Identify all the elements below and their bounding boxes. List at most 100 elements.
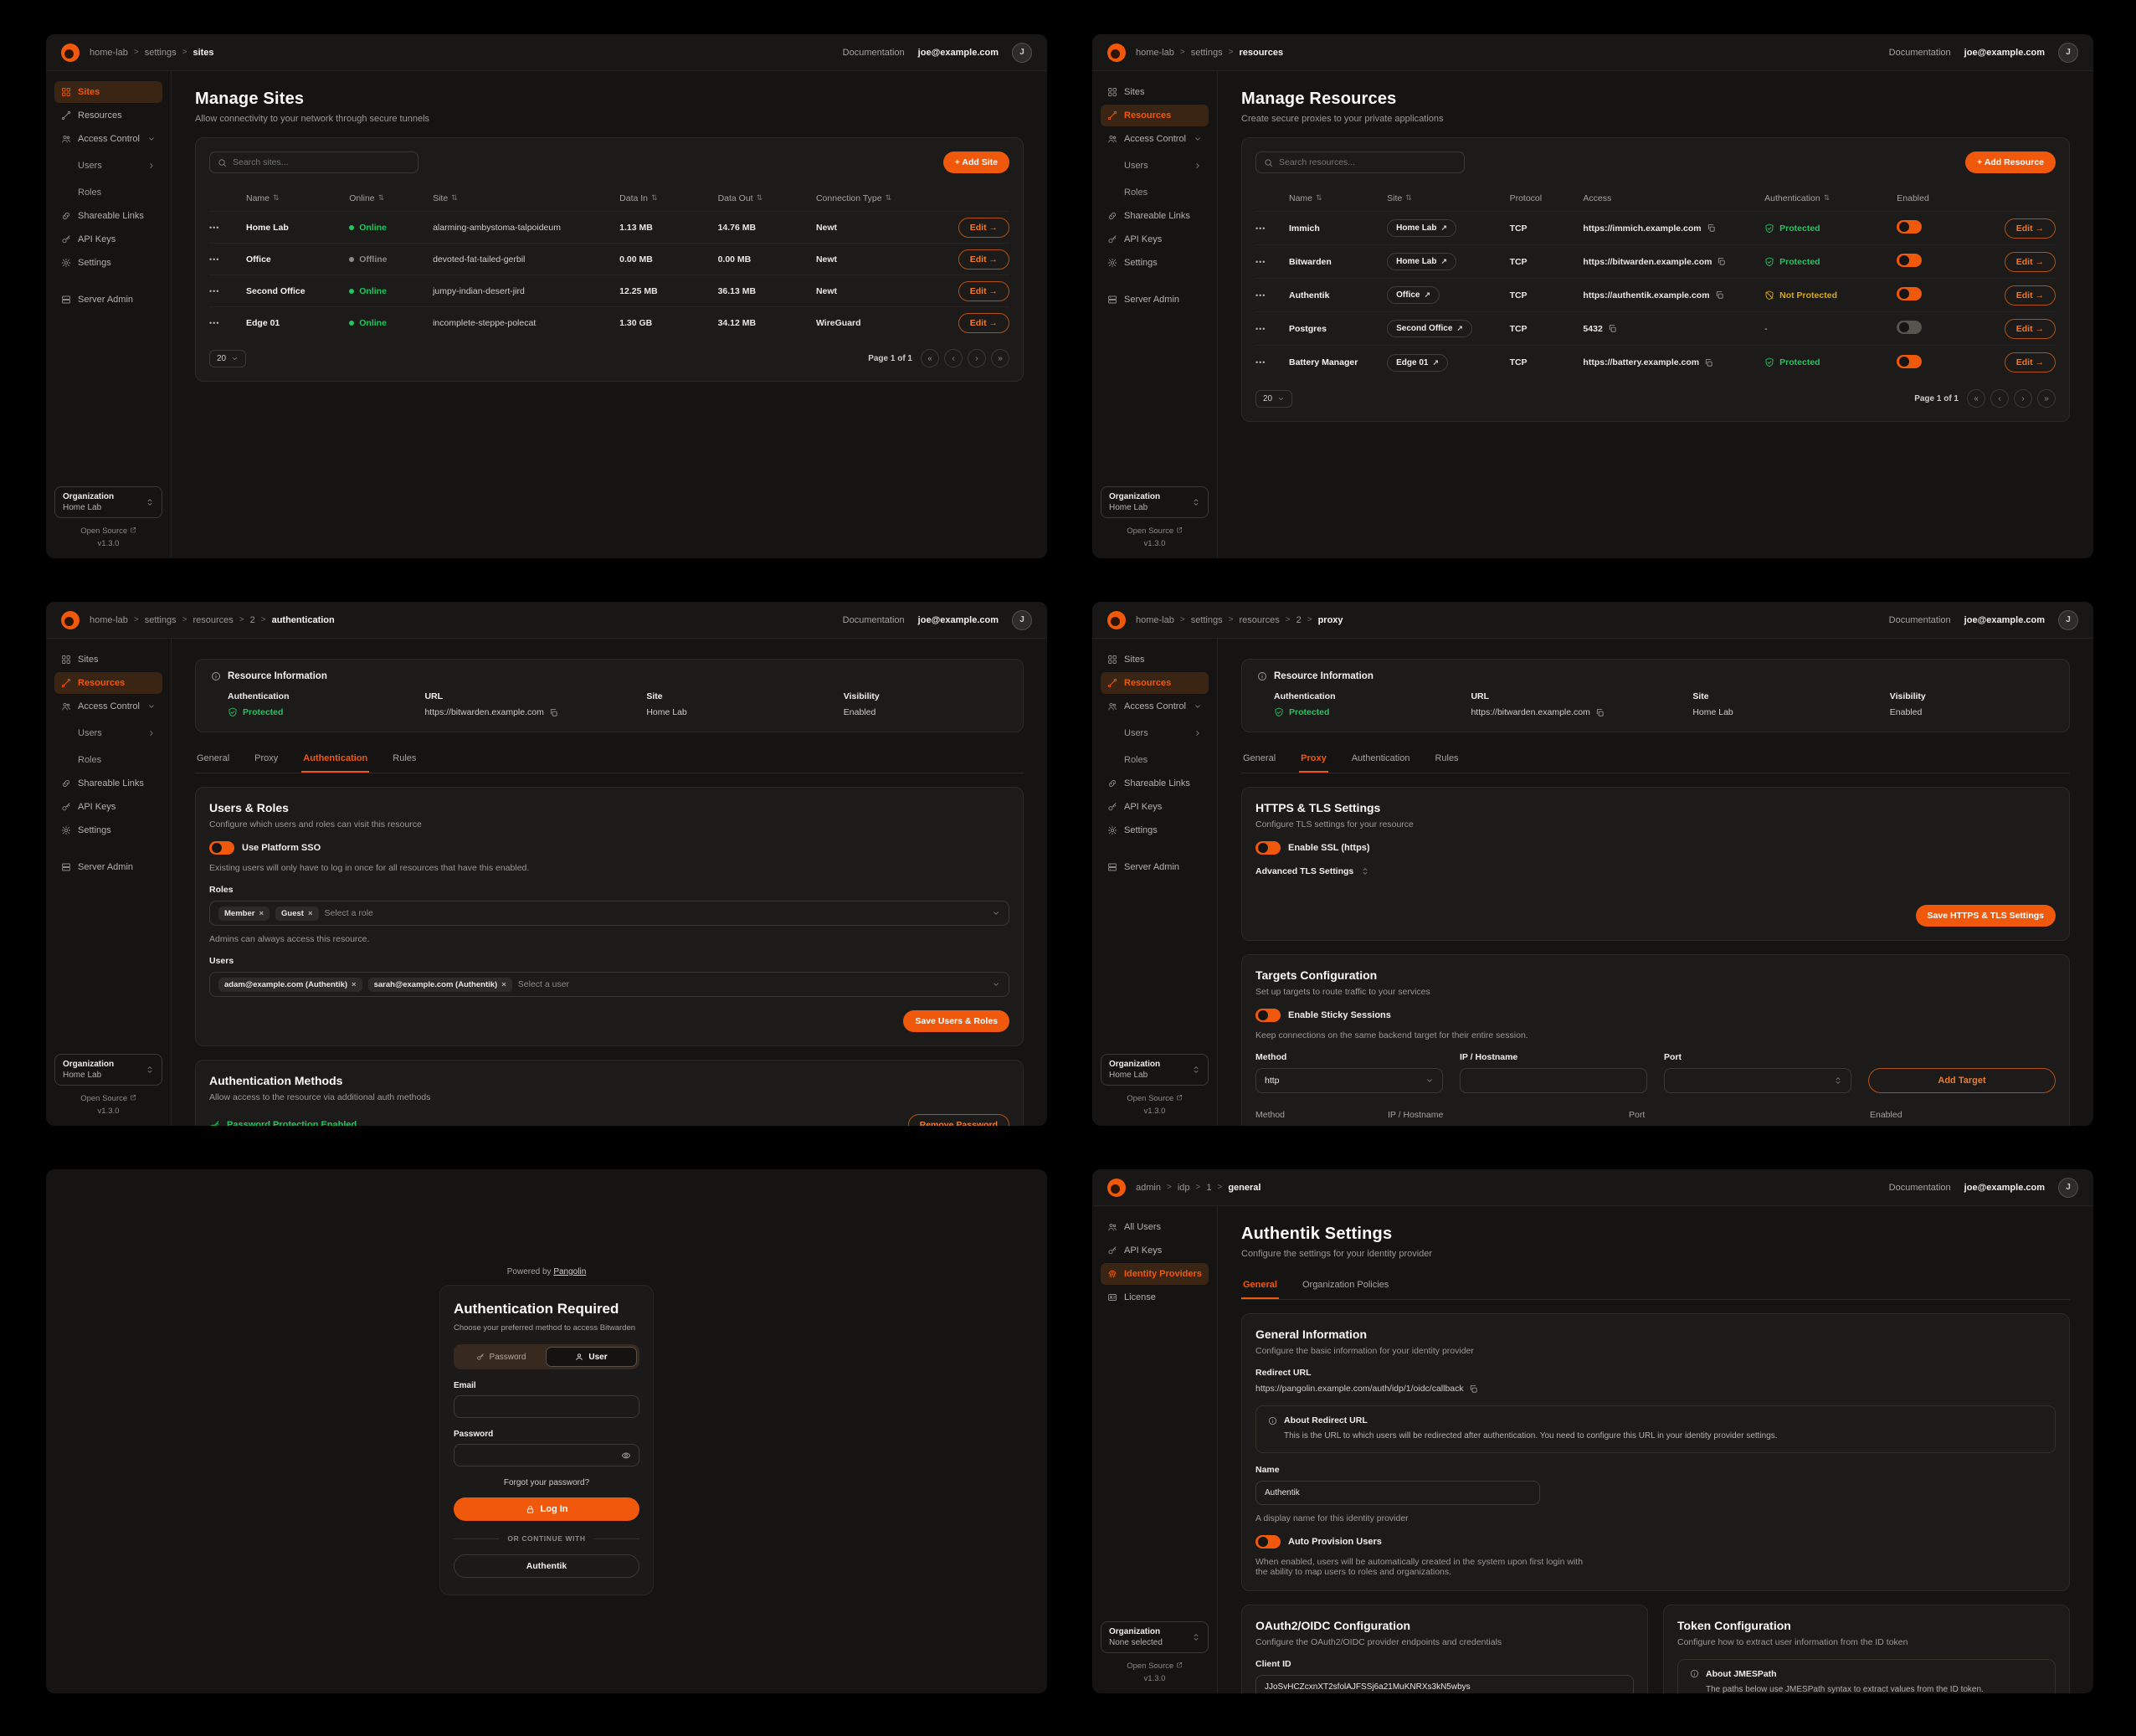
edit-button[interactable]: Edit → xyxy=(2004,318,2056,339)
idp-name-field[interactable] xyxy=(1265,1487,1531,1497)
row-menu-button[interactable]: ••• xyxy=(1255,257,1266,266)
sidebar-item-access-control[interactable]: Access Control xyxy=(54,696,162,717)
sidebar-item-roles[interactable]: Roles xyxy=(1124,755,1148,765)
sort-type[interactable]: Connection Type ⇅ xyxy=(815,193,892,203)
open-source-link[interactable]: Open Source xyxy=(1101,1094,1209,1103)
tab-rules[interactable]: Rules xyxy=(393,753,417,763)
row-menu-button[interactable]: ••• xyxy=(1255,223,1266,233)
add-resource-button[interactable]: + Add Resource xyxy=(1965,152,2056,173)
breadcrumb-segment[interactable]: settings xyxy=(1190,614,1223,625)
sidebar-item-sites[interactable]: Sites xyxy=(1101,649,1209,670)
table-row[interactable]: ••• Postgres Second Office ↗ TCP 5432 - E… xyxy=(1255,312,2056,346)
breadcrumb-segment[interactable]: home-lab xyxy=(1136,614,1174,625)
row-menu-button[interactable]: ••• xyxy=(209,223,220,232)
sidebar-item-license[interactable]: License xyxy=(1101,1287,1209,1308)
auto-provision-toggle[interactable] xyxy=(1255,1534,1281,1549)
pangolin-logo-icon[interactable] xyxy=(1107,43,1126,62)
sidebar-item-sites[interactable]: Sites xyxy=(54,81,162,103)
breadcrumb-segment[interactable]: 2 xyxy=(249,614,255,625)
remove-chip-icon[interactable]: × xyxy=(352,979,357,989)
breadcrumb-segment[interactable]: settings xyxy=(144,47,177,58)
edit-button[interactable]: Edit → xyxy=(2004,352,2056,372)
table-row[interactable]: ••• Immich Home Lab ↗ TCP https://immich.… xyxy=(1255,212,2056,245)
platform-sso-toggle[interactable] xyxy=(209,841,234,855)
prev-page-button[interactable]: ‹ xyxy=(1990,389,2009,408)
last-page-button[interactable]: » xyxy=(991,349,1009,367)
row-menu-button[interactable]: ••• xyxy=(1255,290,1266,300)
remove-password-button[interactable]: Remove Password xyxy=(907,1114,1009,1126)
sidebar-item-sites[interactable]: Sites xyxy=(54,649,162,670)
table-row[interactable]: ••• Second Office Online jumpy-indian-de… xyxy=(209,275,1009,307)
sidebar-item-server-admin[interactable]: Server Admin xyxy=(54,856,162,878)
save-users-roles-button[interactable]: Save Users & Roles xyxy=(903,1010,1009,1032)
user-menu[interactable]: joe@example.com xyxy=(917,614,999,625)
organization-picker[interactable]: Organization Home Lab xyxy=(54,486,162,518)
table-row[interactable]: ••• Home Lab Online alarming-ambystoma-t… xyxy=(209,212,1009,244)
sidebar-item-resources[interactable]: Resources xyxy=(1101,672,1209,694)
breadcrumb-segment[interactable]: idp xyxy=(1177,1182,1190,1193)
tab-authentication[interactable]: Authentication xyxy=(301,746,370,773)
pangolin-logo-icon[interactable] xyxy=(1107,1178,1126,1197)
sidebar-item-users[interactable]: Users xyxy=(1101,155,1209,177)
add-site-button[interactable]: + Add Site xyxy=(942,152,1009,173)
documentation-link[interactable]: Documentation xyxy=(1888,47,1951,58)
sidebar-item-users[interactable]: Users xyxy=(1101,722,1209,744)
ip-hostname-input[interactable] xyxy=(1460,1068,1647,1093)
open-source-link[interactable]: Open Source xyxy=(1101,526,1209,536)
copy-icon[interactable] xyxy=(1715,290,1724,300)
row-menu-button[interactable]: ••• xyxy=(1255,358,1266,367)
sort-data-in[interactable]: Data In ⇅ xyxy=(619,193,658,203)
password-field[interactable] xyxy=(462,1450,621,1461)
open-source-link[interactable]: Open Source xyxy=(54,1094,162,1103)
remove-chip-icon[interactable]: × xyxy=(259,908,264,918)
sidebar-item-server-admin[interactable]: Server Admin xyxy=(54,289,162,311)
sort-auth[interactable]: Authentication ⇅ xyxy=(1764,193,1830,203)
organization-picker[interactable]: Organization Home Lab xyxy=(1101,1054,1209,1086)
sidebar-item-settings[interactable]: Settings xyxy=(1101,819,1209,841)
avatar[interactable]: J xyxy=(1012,42,1032,63)
sort-site[interactable]: Site ⇅ xyxy=(1387,193,1412,203)
copy-icon[interactable] xyxy=(1608,324,1617,333)
tab-proxy[interactable]: Proxy xyxy=(254,753,279,763)
row-menu-button[interactable]: ••• xyxy=(209,286,220,295)
breadcrumb-segment[interactable]: admin xyxy=(1136,1182,1161,1193)
sidebar-item-resources[interactable]: Resources xyxy=(54,105,162,126)
sidebar-item-roles[interactable]: Roles xyxy=(78,755,102,765)
sort-site[interactable]: Site ⇅ xyxy=(433,193,458,203)
sidebar-item-settings[interactable]: Settings xyxy=(54,252,162,274)
enabled-toggle[interactable] xyxy=(1897,220,1923,234)
sidebar-item-shareable-links[interactable]: Shareable Links xyxy=(1101,205,1209,227)
site-link-pill[interactable]: Office ↗ xyxy=(1387,286,1440,304)
log-in-button[interactable]: Log In xyxy=(454,1497,639,1521)
site-link-pill[interactable]: Second Office ↗ xyxy=(1387,320,1472,337)
table-row[interactable]: ••• Battery Manager Edge 01 ↗ TCP https:/… xyxy=(1255,346,2056,379)
breadcrumb-segment[interactable]: home-lab xyxy=(90,614,128,625)
breadcrumb-segment[interactable]: resources xyxy=(193,614,234,625)
open-source-link[interactable]: Open Source xyxy=(54,526,162,536)
sidebar-item-all-users[interactable]: All Users xyxy=(1101,1216,1209,1238)
sticky-sessions-toggle[interactable] xyxy=(1255,1009,1281,1022)
organization-picker[interactable]: Organization Home Lab xyxy=(1101,486,1209,518)
sidebar-item-sites[interactable]: Sites xyxy=(1101,81,1209,103)
avatar[interactable]: J xyxy=(2058,42,2078,63)
documentation-link[interactable]: Documentation xyxy=(842,614,905,625)
tab-general[interactable]: General xyxy=(1243,753,1276,763)
sidebar-item-access-control[interactable]: Access Control xyxy=(1101,696,1209,717)
sidebar-item-server-admin[interactable]: Server Admin xyxy=(1101,856,1209,878)
edit-button[interactable]: Edit → xyxy=(958,280,1009,301)
copy-icon[interactable] xyxy=(1704,358,1713,367)
row-menu-button[interactable]: ••• xyxy=(209,319,220,327)
sidebar-item-roles[interactable]: Roles xyxy=(1124,187,1148,198)
enabled-toggle[interactable] xyxy=(1897,254,1923,267)
enabled-toggle[interactable] xyxy=(1897,354,1923,368)
sidebar-item-users[interactable]: Users xyxy=(54,155,162,177)
breadcrumb-segment[interactable]: resources xyxy=(1239,614,1280,625)
table-row[interactable]: ••• Edge 01 Online incomplete-steppe-pol… xyxy=(209,307,1009,339)
tab-rules[interactable]: Rules xyxy=(1435,753,1459,763)
breadcrumb-segment[interactable]: settings xyxy=(144,614,177,625)
edit-button[interactable]: Edit → xyxy=(2004,218,2056,239)
sidebar-item-users[interactable]: Users xyxy=(54,722,162,744)
sort-online[interactable]: Online ⇅ xyxy=(349,193,385,203)
copy-icon[interactable] xyxy=(1707,223,1716,233)
user-menu[interactable]: joe@example.com xyxy=(1964,47,2045,58)
